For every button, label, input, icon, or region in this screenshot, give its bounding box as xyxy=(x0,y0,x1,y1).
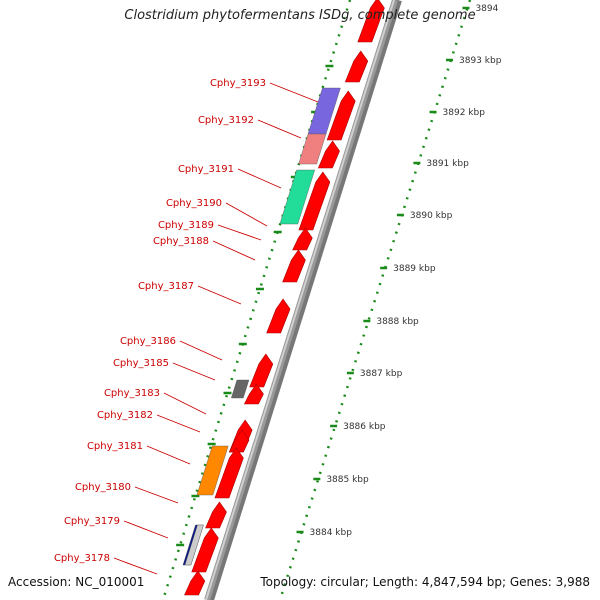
gene-label: Cphy_3192 xyxy=(198,115,254,126)
label-leader-line xyxy=(146,445,191,465)
label-leader-line xyxy=(163,392,207,415)
gene-arrow xyxy=(243,383,264,405)
gene-arrow xyxy=(344,50,369,83)
gene-track xyxy=(184,0,385,596)
gene-label: Cphy_3186 xyxy=(120,336,176,347)
scale-label: 3891 kbp xyxy=(426,159,469,169)
gene-arrow xyxy=(214,447,244,499)
label-leader-line xyxy=(113,557,158,575)
gene-label: Cphy_3183 xyxy=(104,388,160,399)
feature-box-cphy-3191 xyxy=(279,169,316,225)
gene-arrow xyxy=(292,227,313,251)
gene-label: Cphy_3190 xyxy=(166,198,222,209)
summary-text: Topology: circular; Length: 4,847,594 bp… xyxy=(260,575,590,589)
label-leader-line xyxy=(225,202,268,227)
scale-label: 3893 kbp xyxy=(459,56,502,66)
label-leader-line xyxy=(217,224,262,241)
label-leader-line xyxy=(212,240,256,261)
scale-ruler xyxy=(161,0,472,600)
gene-label: Cphy_3182 xyxy=(97,410,153,421)
scale-label: 3890 kbp xyxy=(410,211,453,221)
scale-label: 3884 kbp xyxy=(310,528,353,538)
label-leader-line xyxy=(197,285,242,305)
gene-arrow xyxy=(298,171,331,231)
gene-label: Cphy_3187 xyxy=(138,281,194,292)
outer-ruler-dots xyxy=(278,0,472,600)
feature-box-cphy-3179-grey xyxy=(184,524,204,566)
scale-label: 3885 kbp xyxy=(326,475,369,485)
backbone-highlight xyxy=(205,0,395,600)
gene-label: Cphy_3193 xyxy=(210,78,266,89)
gene-label: Cphy_3188 xyxy=(153,236,209,247)
scale-label: 3889 kbp xyxy=(393,264,436,274)
gene-arrow xyxy=(205,501,227,529)
gene-arrow xyxy=(228,429,250,453)
inner-ruler-dots xyxy=(161,0,352,600)
label-leader-line xyxy=(269,82,319,103)
scale-labels: 3894 3893 kbp 3892 kbp 3891 kbp 3890 kbp 3889… xyxy=(296,4,502,538)
gene-arrow xyxy=(317,140,340,169)
gene-label: Cphy_3180 xyxy=(75,482,131,493)
scale-label: 3886 kbp xyxy=(343,422,386,432)
genome-backbone xyxy=(204,0,402,600)
scale-label: 3887 kbp xyxy=(360,369,403,379)
label-leader-line xyxy=(179,340,223,361)
gene-arrow xyxy=(266,298,291,334)
gene-arrow xyxy=(184,570,206,596)
scale-label: 3892 kbp xyxy=(443,108,486,118)
gene-label: Cphy_3181 xyxy=(87,441,143,452)
feature-box-cphy-3181 xyxy=(196,445,229,496)
scale-label: 3888 kbp xyxy=(376,317,419,327)
gene-arrow xyxy=(191,527,219,573)
label-leader-line xyxy=(134,486,179,504)
gene-label: Cphy_3179 xyxy=(64,516,120,527)
label-leader-line xyxy=(156,414,201,433)
gene-arrow xyxy=(282,249,306,283)
gene-arrow xyxy=(326,90,356,141)
gene-label: Cphy_3189 xyxy=(158,220,214,231)
feature-box-cphy-3185 xyxy=(231,379,250,399)
gene-label: Cphy_3185 xyxy=(113,358,169,369)
label-leader-line xyxy=(237,168,282,189)
genome-title: Clostridium phytofermentans ISDg, comple… xyxy=(124,8,476,23)
gene-labels: Cphy_3193 Cphy_3192 Cphy_3191 Cphy_3190 Cphy… xyxy=(54,78,319,575)
scale-label: 3894 xyxy=(475,4,498,14)
feature-track xyxy=(182,87,341,566)
label-leader-line xyxy=(123,520,169,539)
gene-label: Cphy_3178 xyxy=(54,553,110,564)
label-leader-line xyxy=(257,119,302,139)
label-leader-line xyxy=(172,362,216,381)
gene-label: Cphy_3191 xyxy=(178,164,234,175)
gene-arrow xyxy=(357,0,385,43)
accession-text: Accession: NC_010001 xyxy=(8,575,145,589)
gene-arrow xyxy=(249,353,274,388)
feature-box-cphy-3192 xyxy=(298,133,327,165)
